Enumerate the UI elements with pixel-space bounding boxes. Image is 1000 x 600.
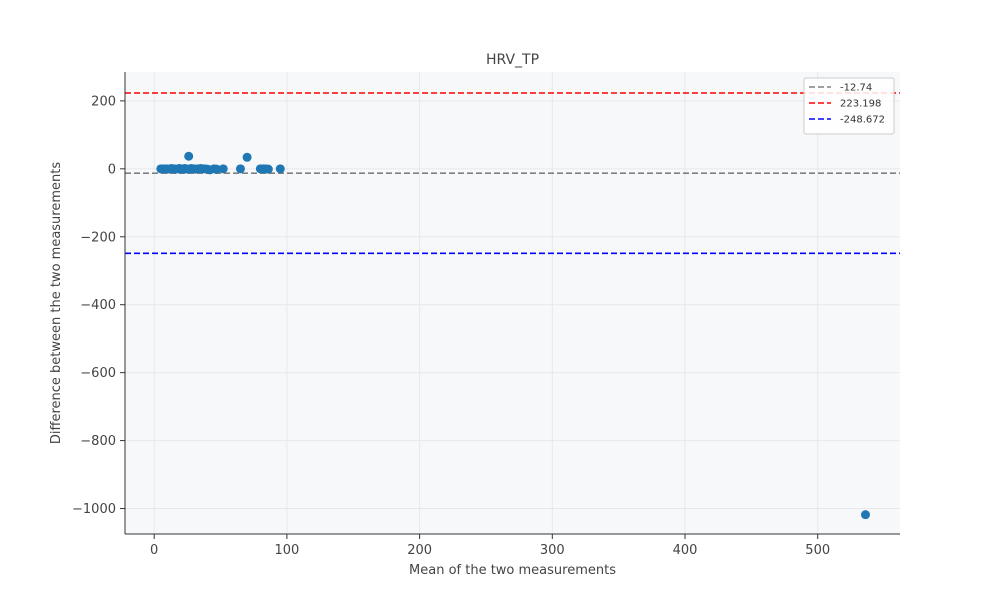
- y-tick-label: −1000: [72, 502, 116, 517]
- legend-label: -12.74: [840, 83, 872, 94]
- data-point: [235, 164, 245, 174]
- plot-background: [125, 72, 900, 534]
- y-tick-label: −400: [80, 298, 116, 313]
- data-point: [218, 164, 228, 174]
- x-tick-label: 100: [274, 543, 299, 558]
- legend-label: 223.198: [840, 99, 881, 110]
- y-tick-label: 0: [108, 162, 116, 177]
- y-tick-label: −200: [80, 230, 116, 245]
- x-axis-ticks: 0 100 200 300 400 500: [150, 534, 830, 558]
- data-point: [184, 151, 194, 161]
- legend: -12.74 223.198 -248.672: [803, 77, 895, 135]
- x-tick-label: 200: [407, 543, 432, 558]
- data-point: [212, 164, 222, 174]
- x-tick-label: 400: [673, 543, 698, 558]
- data-point: [242, 152, 252, 162]
- chart-title: HRV_TP: [486, 52, 539, 68]
- legend-label: -248.672: [840, 115, 885, 126]
- x-tick-label: 300: [540, 543, 565, 558]
- x-axis-label: Mean of the two measurements: [409, 563, 616, 578]
- data-point: [860, 510, 870, 520]
- x-tick-label: 500: [805, 543, 830, 558]
- legend-box: [803, 77, 895, 135]
- y-tick-label: −600: [80, 366, 116, 381]
- y-axis-ticks: −1000 −800 −600 −400 −200 0 200: [72, 94, 125, 517]
- y-tick-label: 200: [91, 94, 116, 109]
- y-axis-label: Difference between the two measurements: [49, 162, 64, 444]
- x-tick-label: 0: [150, 543, 158, 558]
- y-tick-label: −800: [80, 434, 116, 449]
- data-points: [156, 151, 870, 520]
- grid-lines: [125, 72, 900, 534]
- data-point: [263, 164, 273, 174]
- data-point: [275, 164, 285, 174]
- reference-lines: [125, 92, 900, 255]
